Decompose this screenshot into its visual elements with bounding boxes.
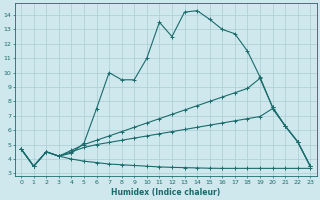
X-axis label: Humidex (Indice chaleur): Humidex (Indice chaleur) — [111, 188, 220, 197]
